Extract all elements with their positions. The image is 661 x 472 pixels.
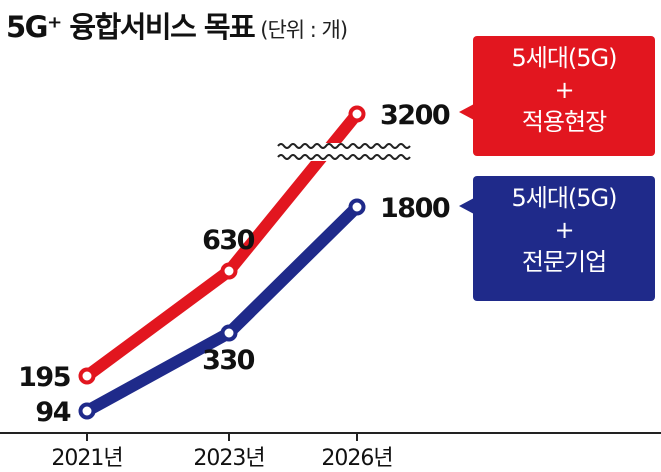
callout-red-line1: 5세대(5G)	[511, 44, 617, 72]
axis-break-line	[277, 154, 411, 160]
unit-label: (단위 : 개)	[260, 18, 348, 42]
data-label: 195	[18, 362, 70, 393]
title-row: 5G⁺ 융합서비스 목표 (단위 : 개)	[6, 4, 348, 46]
callout-red-pointer	[459, 104, 474, 120]
callout-red-line2: +	[554, 76, 574, 104]
callout-red: 5세대(5G) + 적용현장	[473, 36, 655, 156]
data-point	[348, 198, 366, 216]
x-tick-label: 2021년	[51, 446, 122, 471]
data-point	[78, 402, 96, 420]
callout-red-line3: 적용현장	[521, 108, 607, 136]
callout-blue: 5세대(5G) + 전문기업	[473, 176, 655, 301]
data-point	[348, 105, 366, 123]
axis-break-line	[277, 143, 411, 149]
callout-blue-line3: 전문기업	[521, 248, 607, 276]
data-label: 1800	[380, 193, 450, 224]
callout-blue-line2: +	[554, 216, 574, 244]
data-label: 94	[35, 397, 70, 428]
data-point	[220, 262, 238, 280]
data-label: 330	[202, 345, 255, 376]
data-label: 3200	[380, 100, 450, 131]
x-tick-label: 2026년	[321, 446, 392, 471]
callout-blue-line1: 5세대(5G)	[511, 184, 617, 212]
x-tick-label: 2023년	[193, 446, 264, 471]
callout-blue-pointer	[459, 198, 474, 214]
data-point	[78, 367, 96, 385]
data-point	[220, 324, 238, 342]
chart-title: 5G⁺ 융합서비스 목표	[6, 10, 256, 44]
data-label: 630	[202, 225, 255, 256]
